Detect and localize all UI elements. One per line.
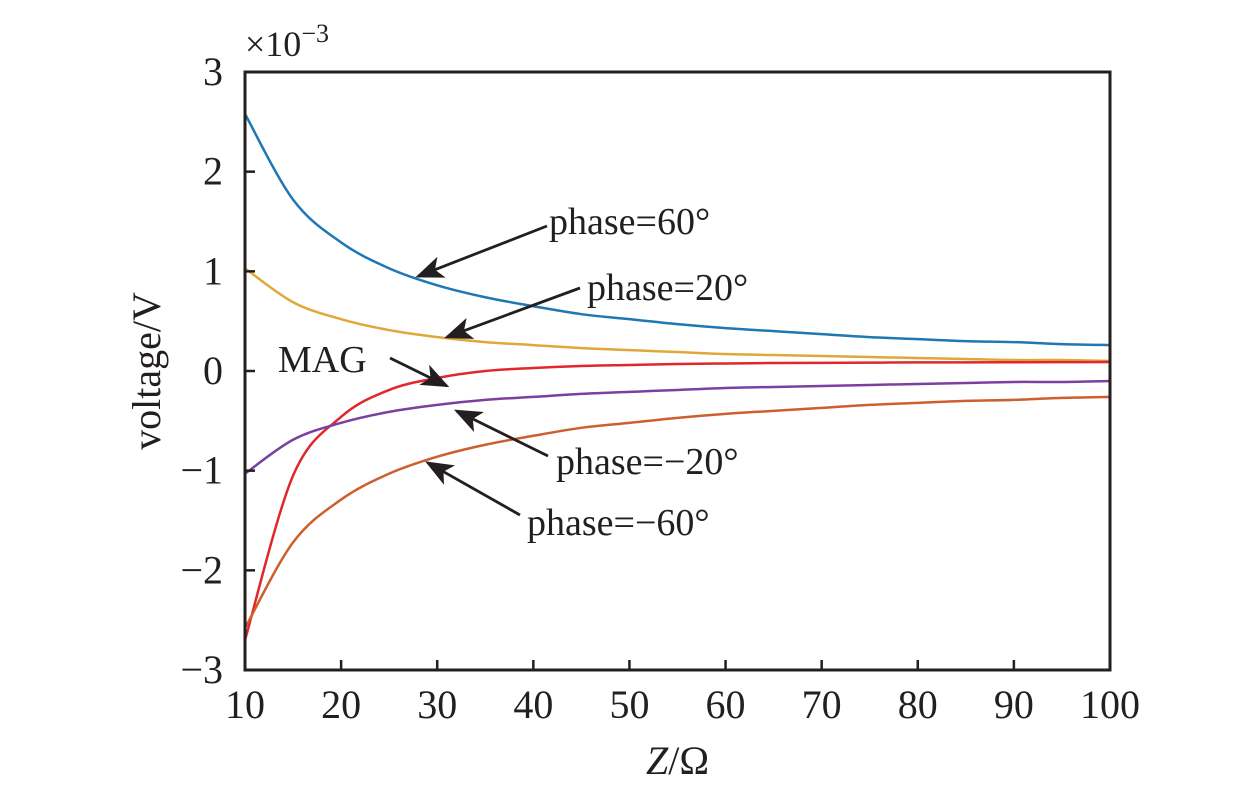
series-layer <box>243 113 1111 641</box>
y-axis-label: voltage/V <box>124 292 169 450</box>
y-tick-label: 2 <box>203 149 223 194</box>
plot-frame <box>243 70 1112 672</box>
y-tick-label: −3 <box>180 647 223 692</box>
annotation-label-phase-60-: phase=60° <box>549 201 710 243</box>
annotation-arrow-phase-60- <box>425 461 521 517</box>
annotation-label-phase-20-: phase=−20° <box>556 441 739 483</box>
annotation-label-phase-60-: phase=−60° <box>527 502 710 544</box>
x-tick-label: 50 <box>609 682 649 727</box>
ticks-layer: 10 20 30 40 50 60 70 80 90 100 −3 −2 −1 0 1 2 3 <box>180 49 1140 727</box>
y-tick-label: 1 <box>203 248 223 293</box>
x-axis-label-unit: /Ω <box>668 738 709 783</box>
x-tick-label: 40 <box>513 682 553 727</box>
annotation-arrow-phase-20- <box>453 409 549 458</box>
y-axis-multiplier-base: ×10 <box>245 24 301 64</box>
x-axis-label-italic: Z <box>646 738 669 783</box>
series-line-phase-60- <box>243 395 1111 629</box>
x-tick-label: 100 <box>1080 682 1140 727</box>
annotation-label-mag: MAG <box>278 339 367 381</box>
y-tick-label: 3 <box>203 49 223 94</box>
annotation-arrow-mag <box>389 356 450 388</box>
y-tick-label: 0 <box>203 348 223 393</box>
y-tick-label: −2 <box>180 547 223 592</box>
x-axis-label: Z/Ω <box>646 738 709 783</box>
annotations-layer: phase=60° phase=20° MAG phase=−20° phase=−60… <box>278 201 748 544</box>
series-line-phase-20- <box>244 379 1111 475</box>
annotation-label-phase-20-: phase=20° <box>587 267 748 309</box>
y-axis-multiplier: ×10−3 <box>245 19 329 64</box>
x-tick-label: 10 <box>225 682 265 727</box>
annotation-arrow-phase-60- <box>415 224 548 278</box>
y-axis-multiplier-exponent: −3 <box>301 19 329 48</box>
annotation-arrow-phase-20- <box>444 286 581 339</box>
series-line-phase-60- <box>243 113 1111 347</box>
x-tick-label: 80 <box>898 682 938 727</box>
x-tick-label: 60 <box>706 682 746 727</box>
x-tick-label: 30 <box>417 682 457 727</box>
x-tick-label: 90 <box>994 682 1034 727</box>
x-tick-label: 20 <box>321 682 361 727</box>
series-line-phase-20- <box>244 267 1111 363</box>
y-tick-label: −1 <box>180 448 223 493</box>
series-line-mag <box>243 360 1111 641</box>
x-tick-label: 70 <box>802 682 842 727</box>
